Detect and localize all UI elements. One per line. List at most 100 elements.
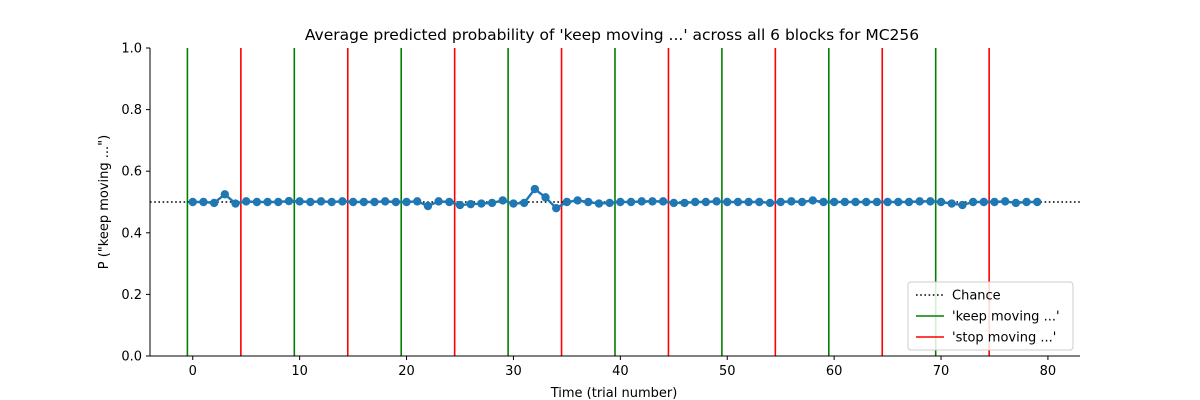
data-point (584, 197, 593, 207)
data-point (455, 200, 465, 210)
y-tick-label: 0.8 (121, 103, 142, 118)
data-point (680, 198, 689, 208)
data-point (915, 197, 924, 206)
data-point (530, 184, 540, 194)
data-point (391, 197, 401, 207)
data-point (1033, 197, 1042, 207)
data-point (605, 198, 614, 208)
data-point (1022, 197, 1031, 207)
axes-layer: 0 10 20 30 40 50 60 70 80 0.0 0.2 0.4 0.6 0.8 1.0 (121, 42, 1080, 379)
data-point (626, 197, 636, 207)
data-point (990, 197, 999, 207)
data-point (306, 197, 315, 207)
data-point (562, 197, 572, 207)
data-point (242, 197, 251, 206)
data-point (819, 197, 828, 207)
data-point (199, 197, 208, 207)
x-tick-label: 60 (826, 364, 843, 379)
legend: Chance 'keep moving ...' 'stop moving ...' (907, 281, 1074, 351)
data-point (862, 197, 871, 207)
data-point (840, 197, 850, 207)
data-point (872, 197, 882, 207)
legend-item-keep-moving: 'keep moving ...' (916, 310, 1060, 325)
data-point (755, 197, 764, 207)
data-point (723, 197, 732, 207)
data-point (765, 198, 775, 208)
data-point (776, 197, 785, 207)
data-point (434, 197, 443, 206)
data-point (263, 197, 272, 207)
data-point (188, 197, 197, 207)
legend-box (907, 281, 1074, 351)
data-point (348, 197, 358, 207)
data-point (509, 199, 518, 208)
y-tick-label: 0.4 (121, 226, 142, 241)
data-point (477, 199, 486, 208)
x-tick-label: 50 (719, 364, 736, 379)
data-point (658, 197, 668, 206)
data-point (594, 199, 604, 208)
data-point (947, 199, 956, 208)
data-point (733, 197, 743, 207)
data-point (637, 197, 646, 206)
legend-label: Chance (952, 289, 1001, 304)
data-point (327, 197, 336, 207)
x-tick-label: 10 (291, 364, 308, 379)
data-point (787, 197, 796, 206)
data-point (936, 197, 946, 207)
data-point (701, 197, 711, 207)
data-point (316, 197, 326, 206)
data-point (284, 196, 294, 206)
data-point (829, 197, 839, 207)
data-point (295, 197, 304, 206)
data-point (979, 197, 988, 207)
x-tick-label: 0 (189, 364, 197, 379)
series-layer (188, 184, 1042, 213)
data-point (894, 197, 903, 207)
y-tick-label: 0.6 (121, 165, 142, 180)
data-point (968, 197, 978, 207)
x-tick-label: 70 (933, 364, 950, 379)
data-point (552, 203, 561, 213)
data-point (926, 197, 935, 206)
data-point (797, 197, 807, 207)
data-point (958, 200, 967, 210)
data-point (466, 199, 475, 209)
data-point (274, 197, 283, 207)
data-point (541, 193, 550, 202)
data-point (220, 190, 230, 199)
data-point (402, 197, 411, 207)
legend-item-chance: Chance (916, 289, 1001, 304)
data-point (648, 197, 657, 206)
legend-label: 'stop moving ...' (952, 331, 1056, 346)
data-point (487, 198, 497, 208)
data-point (712, 197, 721, 206)
data-point (370, 197, 379, 207)
data-point (445, 197, 454, 207)
data-point (616, 197, 625, 207)
x-tick-label: 20 (398, 364, 415, 379)
data-point (231, 199, 240, 208)
data-point (904, 197, 914, 207)
data-point (423, 201, 433, 211)
data-point (690, 197, 700, 207)
data-point (883, 197, 892, 207)
x-axis-label: Time (trial number) (550, 386, 678, 400)
data-point (252, 197, 262, 207)
x-tick-label: 40 (612, 364, 629, 379)
data-point (359, 197, 368, 207)
data-point (744, 197, 753, 207)
y-tick-label: 1.0 (121, 42, 142, 57)
x-tick-label: 30 (505, 364, 522, 379)
data-point (413, 197, 422, 206)
data-point (669, 198, 678, 208)
legend-item-stop-moving: 'stop moving ...' (916, 331, 1056, 346)
chart-title: Average predicted probability of 'keep m… (305, 26, 919, 44)
y-axis-label: P ("keep moving ...") (97, 135, 112, 269)
data-point (1011, 198, 1021, 208)
legend-label: 'keep moving ...' (952, 310, 1060, 325)
data-point (1000, 197, 1010, 206)
data-point (519, 198, 529, 208)
y-tick-label: 0.2 (121, 288, 142, 303)
